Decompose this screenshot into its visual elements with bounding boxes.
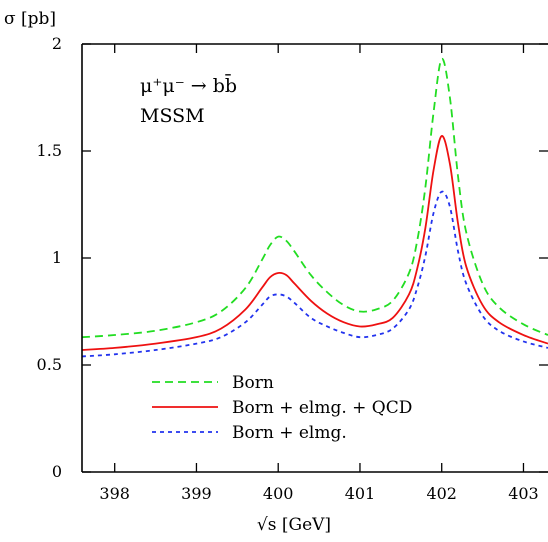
legend-item-born: Born — [232, 373, 274, 393]
x-tick-label: 402 — [426, 484, 457, 503]
x-tick-label: 398 — [99, 484, 130, 503]
series-line-born — [82, 58, 548, 339]
y-tick-label: 0.5 — [37, 355, 62, 374]
legend-item-born-elmg-qcd: Born + elmg. + QCD — [232, 398, 412, 418]
x-tick-label: 399 — [181, 484, 212, 503]
y-tick-label: 1.5 — [37, 141, 62, 160]
x-tick-label: 401 — [345, 484, 376, 503]
y-tick-label: 0 — [52, 462, 62, 481]
legend: Born Born + elmg. + QCD Born + elmg. — [152, 373, 412, 443]
y-tick-label: 2 — [52, 34, 62, 53]
series-layer — [82, 58, 548, 358]
plot-frame — [81, 43, 548, 473]
x-axis-label: √s [GeV] — [257, 515, 331, 535]
x-tick-label: 403 — [508, 484, 539, 503]
x-tick-label: 400 — [263, 484, 294, 503]
series-line-born-elmg-qcd — [82, 135, 548, 351]
legend-item-born-elmg: Born + elmg. — [232, 423, 347, 443]
series-line-born-elmg — [82, 190, 548, 358]
process-annotation: μ⁺μ⁻ → bb̄ — [140, 73, 237, 97]
y-axis-label: σ [pb] — [4, 9, 56, 29]
model-annotation: MSSM — [140, 105, 205, 127]
y-tick-label: 1 — [52, 248, 62, 267]
